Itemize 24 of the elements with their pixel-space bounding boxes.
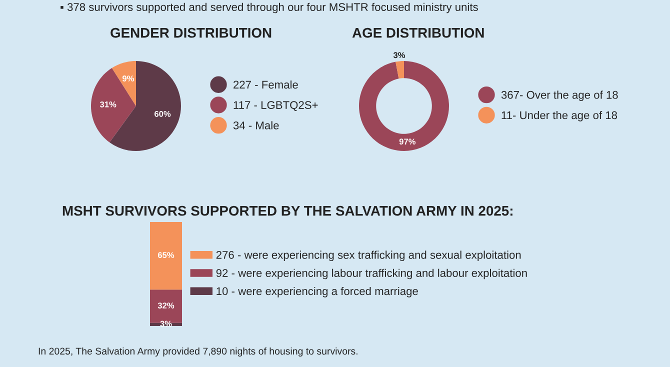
data-label: 32% xyxy=(158,302,174,308)
legend-label: 11- Under the age of 18 xyxy=(502,111,618,122)
text: MSHT SURVIVORS SUPPORTED BY THE SALVATION ARMY IN 2025: xyxy=(62,206,512,216)
legend-label: 276 - were experiencing sex trafficking and sexual exploitation xyxy=(216,250,521,262)
data-label: 9% xyxy=(122,76,134,82)
legend-label: 10 - were experiencing a forced marriage xyxy=(216,286,418,298)
donut-slice xyxy=(359,61,449,151)
pie-slice xyxy=(91,68,136,142)
donut-slice xyxy=(396,61,404,79)
legend-label: 367- Over the age of 18 xyxy=(501,90,618,101)
chart-title: AGE DISTRIBUTION xyxy=(352,28,484,38)
data-label: 65% xyxy=(158,252,174,258)
legend-label: 117 - LGBTQ2S+ xyxy=(234,101,318,111)
data-label: 60% xyxy=(154,110,171,117)
legend-label: 227 - Female xyxy=(234,80,298,89)
data-label: 3% xyxy=(393,52,406,58)
legend-label: 34 - Male xyxy=(233,121,279,130)
data-label: 3% xyxy=(160,320,172,327)
text: ▪ 378 survivors supported and served through our four MSHTR focused ministry units xyxy=(60,2,478,14)
text: In 2025, The Salvation Army provided 7,890 nights of housing to survivors. xyxy=(38,347,358,357)
data-label: 31% xyxy=(100,101,116,108)
data-label: 97% xyxy=(399,138,416,145)
legend-label: 92 - were experiencing labour trafficking and labour exploitation xyxy=(216,268,527,280)
chart-title: GENDER DISTRIBUTION xyxy=(110,28,272,38)
